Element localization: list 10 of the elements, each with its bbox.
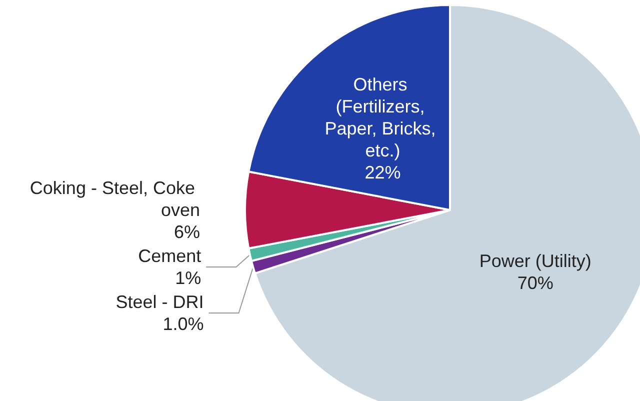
data-label: 1.0% — [162, 314, 204, 334]
slice-label: Power (Utility) — [479, 251, 592, 272]
data-label: 22% — [364, 162, 401, 183]
slice-label: Steel - DRI — [116, 292, 204, 312]
slice-label: Coking - Steel, Coke oven — [30, 178, 200, 220]
slice-label: Others (Fertilizers, Paper, Bricks, etc.) — [324, 74, 441, 161]
data-label: 1% — [175, 268, 202, 288]
slice-label: Cement — [138, 246, 202, 266]
data-label: 70% — [517, 273, 554, 294]
data-label: 6% — [174, 222, 200, 242]
